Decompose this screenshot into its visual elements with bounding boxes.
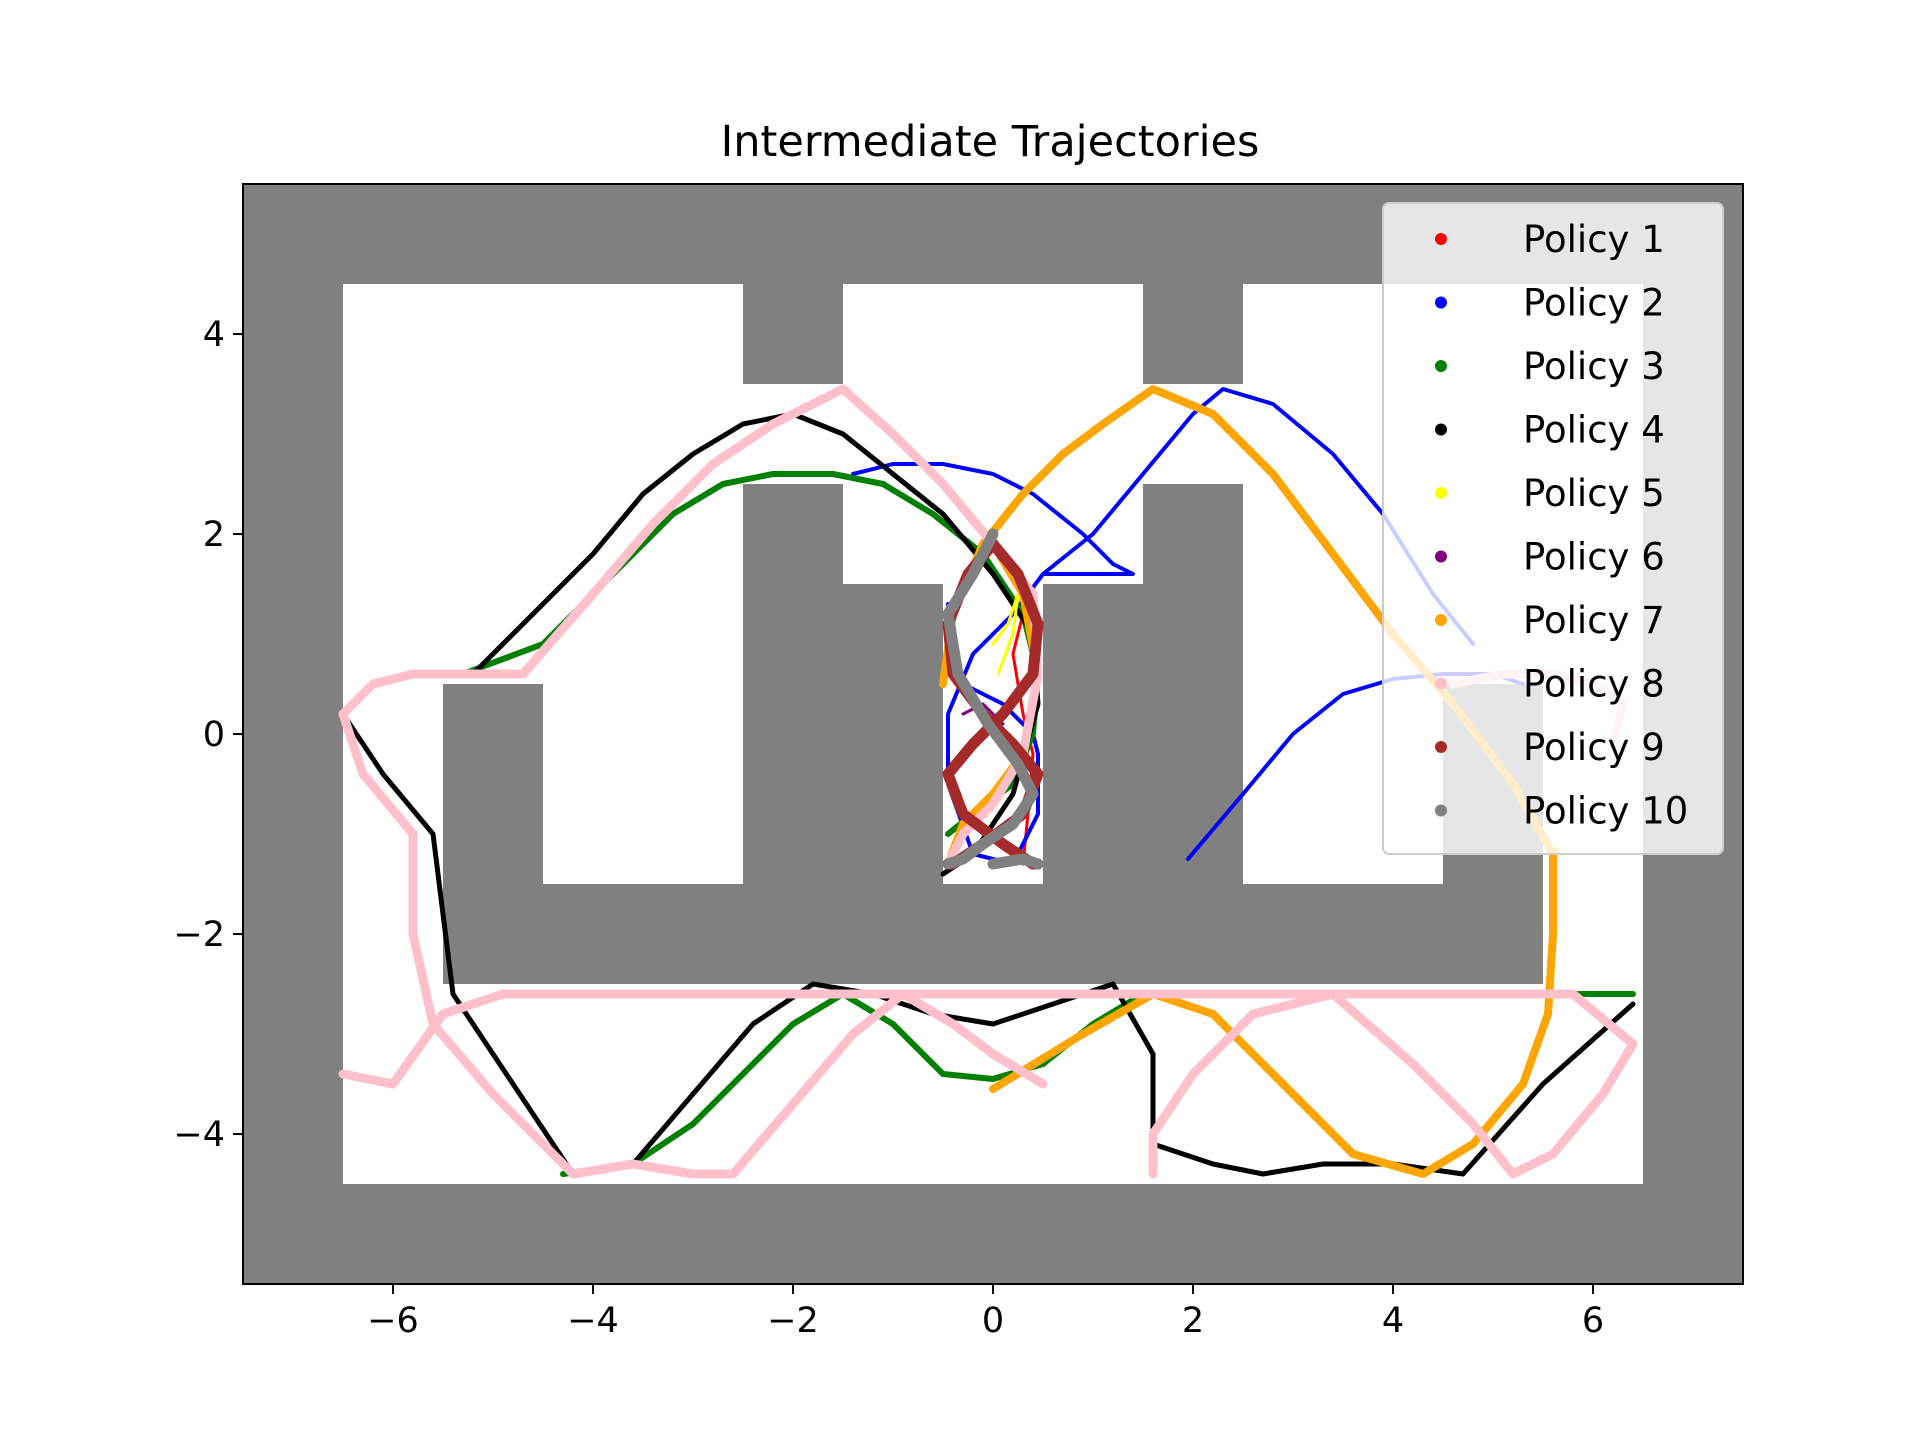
y-tick-label: 0 [203, 715, 225, 755]
y-tick-label: 4 [203, 315, 225, 355]
legend-marker [1435, 677, 1447, 690]
maze-obstacle [1143, 484, 1243, 684]
maze-obstacle [1043, 584, 1143, 884]
legend-box [1382, 202, 1724, 855]
free-space-region [943, 1084, 1043, 1184]
maze-obstacle [1143, 284, 1243, 384]
x-tick-label: 4 [1382, 1301, 1404, 1341]
legend-label: Policy 1 [1523, 218, 1665, 261]
legend-marker [1435, 296, 1447, 309]
x-tick-label: −4 [567, 1301, 619, 1341]
trajectory-policy-5 [991, 592, 1020, 676]
trajectories [338, 384, 1638, 1179]
x-tick-label: 0 [982, 1301, 1004, 1341]
x-axis: −6 −4 −2 0 2 4 6 [367, 1284, 1604, 1341]
y-tick-label: −2 [173, 915, 225, 955]
legend-marker [1435, 233, 1447, 245]
trajectory-policy-10 [942, 528, 1039, 870]
legend-marker [1435, 550, 1447, 563]
trajectory-policy-9 [942, 538, 1044, 870]
legend-label: Policy 9 [1523, 726, 1665, 769]
maze-obstacle [743, 284, 843, 384]
free-space-region [343, 884, 443, 984]
legend-marker [1435, 487, 1447, 499]
legend-marker [1435, 360, 1447, 372]
trajectory-policy-2 [851, 462, 1135, 866]
legend: Policy 1 Policy 2 Policy 3 Policy 4 Policy 5… [1382, 202, 1724, 855]
legend-label: Policy 2 [1523, 282, 1665, 325]
y-tick-label: 2 [203, 515, 225, 555]
x-tick-label: 6 [1582, 1301, 1604, 1341]
y-tick-label: −4 [173, 1115, 225, 1155]
maze-obstacle [743, 484, 843, 684]
y-axis: −4 −2 0 2 4 [173, 315, 243, 1155]
legend-label: Policy 7 [1523, 599, 1665, 642]
legend-marker [1435, 741, 1447, 753]
trajectory-policy-8 [338, 989, 1638, 1179]
legend-label: Policy 5 [1523, 472, 1665, 515]
free-space-region [1543, 884, 1643, 984]
chart-title: Intermediate Trajectories [721, 117, 1260, 167]
x-tick-label: −2 [767, 1301, 819, 1341]
legend-label: Policy 4 [1523, 409, 1665, 452]
legend-label: Policy 10 [1523, 790, 1688, 833]
legend-marker [1435, 614, 1447, 626]
legend-label: Policy 3 [1523, 345, 1665, 388]
maze-obstacle [843, 584, 943, 884]
legend-label: Policy 8 [1523, 663, 1665, 706]
legend-marker [1435, 423, 1447, 436]
free-space-region [843, 284, 1143, 484]
free-space-region [1143, 384, 1243, 484]
legend-marker [1435, 804, 1447, 817]
x-tick-label: −6 [367, 1301, 419, 1341]
trajectory-policy-10 [987, 853, 1044, 870]
legend-label: Policy 6 [1523, 536, 1665, 579]
trajectory-policy-8 [338, 709, 1048, 1179]
maze-obstacle [443, 684, 543, 884]
x-tick-label: 2 [1182, 1301, 1204, 1341]
